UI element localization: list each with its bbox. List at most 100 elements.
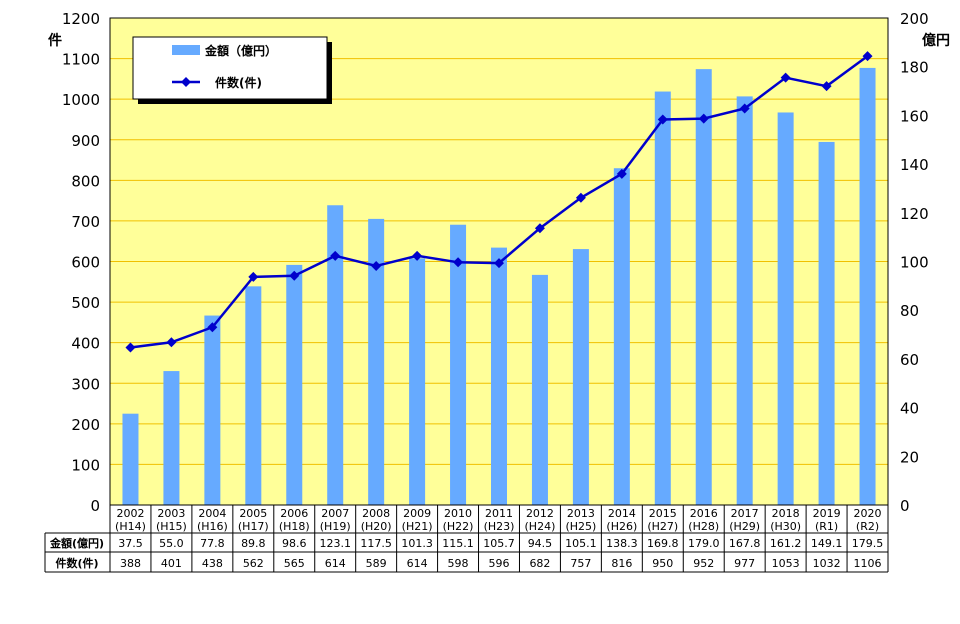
bar xyxy=(695,69,712,505)
bar xyxy=(163,371,180,505)
era-label: (H20) xyxy=(361,520,392,533)
count-cell: 614 xyxy=(325,557,346,570)
amount-cell: 161.2 xyxy=(770,537,802,550)
count-cell: 1053 xyxy=(772,557,800,570)
amount-cell: 55.0 xyxy=(159,537,184,550)
count-cell: 757 xyxy=(570,557,591,570)
era-label: (H30) xyxy=(770,520,801,533)
era-label: (H15) xyxy=(156,520,187,533)
count-cell: 816 xyxy=(611,557,632,570)
bar xyxy=(859,67,876,505)
line-marker xyxy=(698,113,709,124)
table-row-label: 金額(億円) xyxy=(49,536,104,550)
amount-cell: 117.5 xyxy=(360,537,392,550)
line-marker xyxy=(494,258,504,269)
count-cell: 682 xyxy=(529,557,550,570)
era-label: (H17) xyxy=(238,520,269,533)
era-label: (H27) xyxy=(647,520,678,533)
year-label: 2003 xyxy=(157,507,185,520)
bar xyxy=(245,286,262,505)
year-label: 2007 xyxy=(321,507,349,520)
count-cell: 614 xyxy=(407,557,428,570)
era-label: (H26) xyxy=(606,520,637,533)
amount-cell: 179.5 xyxy=(852,537,884,550)
year-label: 2008 xyxy=(362,507,390,520)
amount-cell: 98.6 xyxy=(282,537,307,550)
bar xyxy=(122,413,139,505)
line-marker xyxy=(780,72,791,83)
right-tick-label: 200 xyxy=(900,10,929,28)
right-tick-label: 120 xyxy=(900,205,929,223)
line-marker xyxy=(371,260,382,271)
amount-cell: 138.3 xyxy=(606,537,638,550)
era-label: (H14) xyxy=(115,520,146,533)
legend-bar-swatch xyxy=(172,45,200,55)
line-marker xyxy=(166,337,177,348)
era-label: (H21) xyxy=(402,520,433,533)
era-label: (H29) xyxy=(729,520,760,533)
right-tick-label: 40 xyxy=(900,400,919,418)
bar xyxy=(531,274,548,505)
era-label: (H22) xyxy=(443,520,474,533)
table-row-label: 件数(件) xyxy=(55,556,98,570)
bar xyxy=(409,258,426,505)
line-marker xyxy=(289,270,300,281)
year-label: 2017 xyxy=(731,507,759,520)
year-label: 2014 xyxy=(608,507,636,520)
year-label: 2016 xyxy=(690,507,718,520)
count-cell: 598 xyxy=(448,557,469,570)
left-tick-label: 200 xyxy=(71,416,100,434)
year-label: 2012 xyxy=(526,507,554,520)
left-tick-label: 400 xyxy=(71,335,100,353)
line-marker xyxy=(575,192,586,203)
amount-cell: 77.8 xyxy=(200,537,225,550)
year-label: 2015 xyxy=(649,507,677,520)
right-tick-label: 160 xyxy=(900,107,929,125)
bar xyxy=(450,224,467,505)
line-marker xyxy=(862,51,873,62)
count-cell: 438 xyxy=(202,557,223,570)
left-tick-label: 900 xyxy=(71,132,100,150)
era-label: (H23) xyxy=(484,520,515,533)
count-cell: 562 xyxy=(243,557,264,570)
bar xyxy=(327,205,344,505)
year-label: 2010 xyxy=(444,507,472,520)
bar xyxy=(654,91,671,506)
legend xyxy=(132,36,328,100)
line-marker xyxy=(534,223,545,234)
bar xyxy=(204,315,221,505)
left-axis-label: 件 xyxy=(48,32,62,49)
year-label: 2011 xyxy=(485,507,513,520)
year-label: 2009 xyxy=(403,507,431,520)
left-tick-label: 300 xyxy=(71,375,100,393)
count-cell: 388 xyxy=(120,557,141,570)
bar xyxy=(613,168,630,505)
count-cell: 1106 xyxy=(854,557,882,570)
era-label: (H25) xyxy=(565,520,596,533)
amount-cell: 169.8 xyxy=(647,537,679,550)
right-tick-label: 20 xyxy=(900,448,919,466)
left-tick-label: 800 xyxy=(71,172,100,190)
year-label: 2019 xyxy=(813,507,841,520)
era-label: (H16) xyxy=(197,520,228,533)
left-tick-label: 500 xyxy=(71,294,100,312)
line-marker xyxy=(207,322,218,333)
count-cell: 401 xyxy=(161,557,182,570)
era-label: (R1) xyxy=(815,520,838,533)
left-tick-label: 1100 xyxy=(62,51,100,69)
left-tick-label: 1200 xyxy=(62,10,100,28)
line-marker xyxy=(616,168,627,179)
right-tick-label: 100 xyxy=(900,254,929,272)
amount-cell: 115.1 xyxy=(442,537,474,550)
count-cell: 589 xyxy=(366,557,387,570)
line-marker xyxy=(657,114,668,125)
bar xyxy=(286,264,303,505)
year-label: 2002 xyxy=(116,507,144,520)
line-marker xyxy=(739,103,750,114)
amount-cell: 105.7 xyxy=(483,537,515,550)
amount-cell: 105.1 xyxy=(565,537,597,550)
bar xyxy=(572,249,589,505)
right-tick-label: 140 xyxy=(900,156,929,174)
year-label: 2004 xyxy=(198,507,226,520)
